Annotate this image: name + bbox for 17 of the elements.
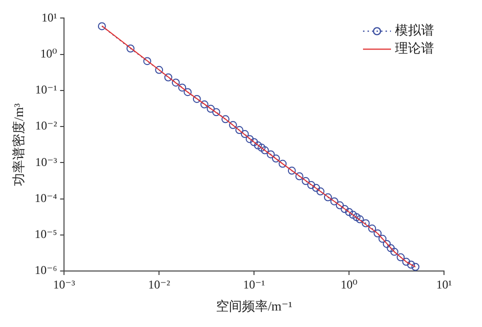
x-tick-label: 10⁰: [340, 277, 358, 292]
y-tick-label: 10¹: [42, 10, 58, 24]
x-axis-title: 空间频率/m⁻¹: [216, 298, 292, 314]
y-tick-label: 10⁻⁵: [34, 227, 58, 242]
legend-label: 模拟谱: [395, 22, 434, 38]
x-tick-label: 10⁻³: [53, 277, 76, 292]
y-axis-title: 功率谱密度/m³: [11, 103, 26, 186]
x-tick-label: 10⁻¹: [243, 277, 266, 292]
y-tick-label: 10⁻³: [35, 154, 58, 169]
y-tick-label: 10⁻⁶: [34, 263, 58, 278]
legend-label: 理论谱: [395, 40, 434, 56]
x-tick-label: 10¹: [436, 277, 452, 292]
y-tick-label: 10⁰: [40, 46, 58, 60]
y-tick-label: 10⁻⁴: [34, 190, 58, 205]
y-tick-label: 10⁻¹: [35, 82, 58, 97]
x-tick-label: 10⁻²: [148, 277, 170, 292]
y-tick-label: 10⁻²: [35, 118, 58, 133]
